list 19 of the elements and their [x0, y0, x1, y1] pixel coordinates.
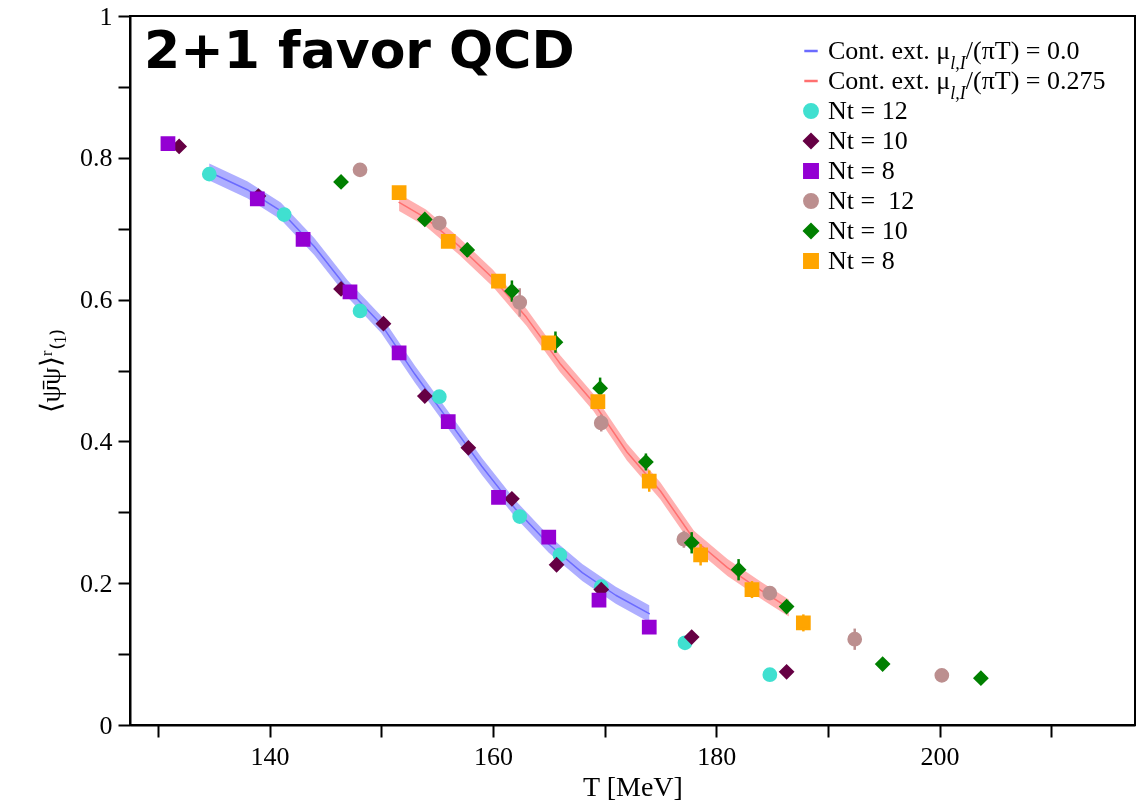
- y-tick-label: 0.4: [80, 426, 113, 456]
- y-axis-title: ⟨ψ̄ψ⟩ʳ₍₁₎: [35, 328, 66, 414]
- x-axis-title: T [MeV]: [583, 770, 683, 802]
- legend-label: Nt = 10: [828, 126, 908, 155]
- legend-label: Nt = 10: [828, 216, 908, 245]
- legend-label: Nt = 8: [828, 156, 895, 185]
- chart-title: 2+1 favor QCD: [144, 20, 575, 80]
- y-tick-label: 0.2: [80, 568, 113, 598]
- x-tick-label: 160: [473, 741, 513, 771]
- legend-label: Nt = 8: [828, 246, 895, 275]
- x-tick-label: 180: [697, 741, 737, 771]
- legend-label: Nt = 12: [828, 186, 915, 215]
- y-tick-label: 0.8: [80, 143, 113, 173]
- legend-label: Nt = 12: [828, 96, 908, 125]
- y-tick-label: 0.6: [80, 285, 113, 315]
- y-tick-label: 1: [99, 1, 113, 31]
- x-tick-label: 140: [250, 741, 290, 771]
- y-tick-label: 0: [99, 710, 113, 740]
- x-tick-label: 200: [920, 741, 960, 771]
